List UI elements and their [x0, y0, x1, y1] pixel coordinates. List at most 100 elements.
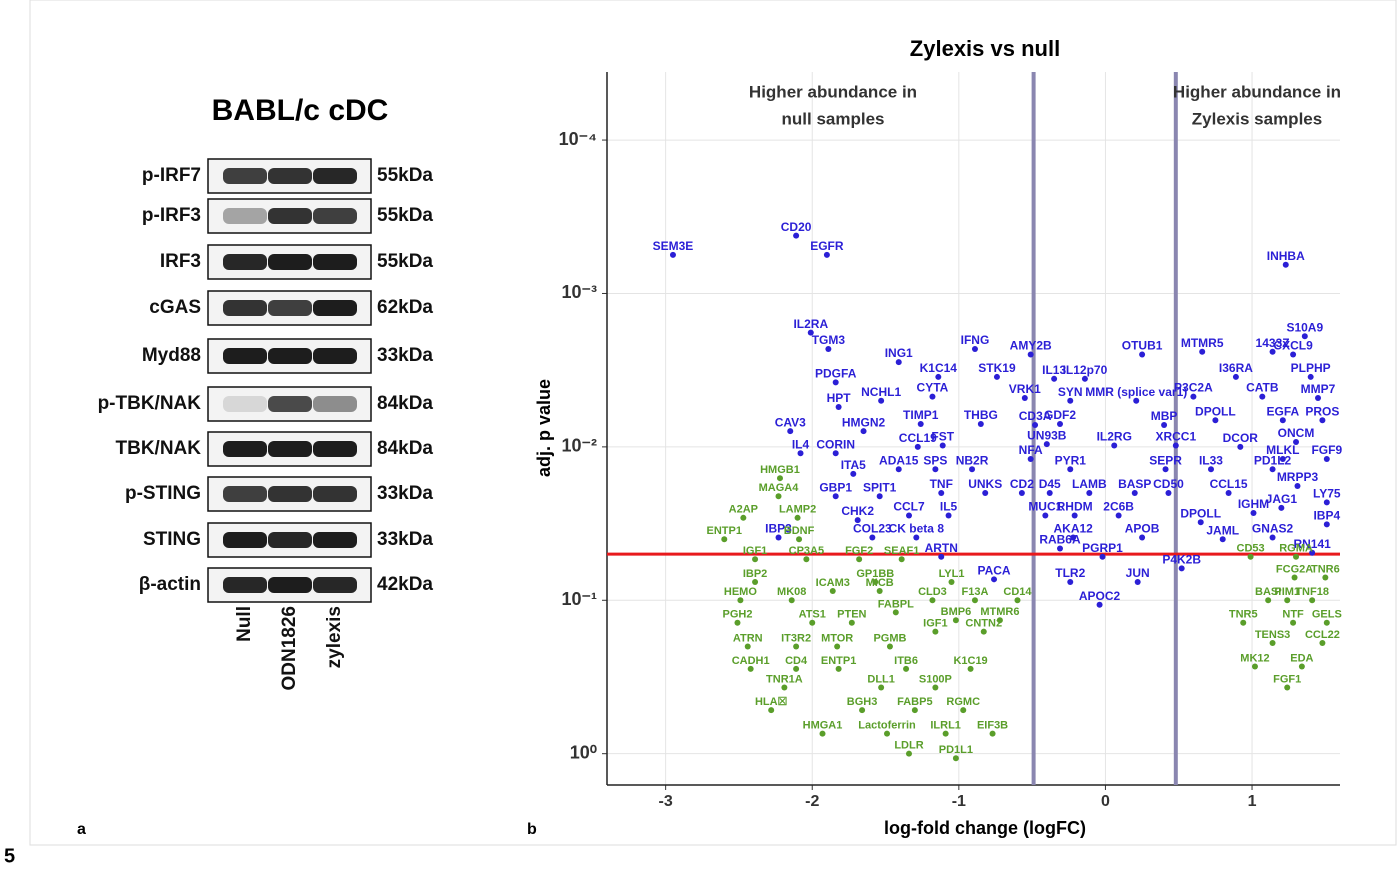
band [268, 532, 312, 548]
annotation: Higher abundance in [749, 82, 917, 101]
band [268, 577, 312, 593]
point-label: A2AP [729, 504, 758, 516]
point-label: CCL22 [1305, 629, 1340, 641]
point-label: ARTN [925, 541, 958, 555]
size-label: 42kDa [377, 574, 433, 595]
point-label: D45 [1039, 477, 1061, 491]
band [223, 532, 267, 548]
point-label: BDNF [784, 525, 815, 537]
point-label: THBG [964, 408, 998, 422]
point-label: PROS [1305, 404, 1339, 418]
size-label: 33kDa [377, 345, 433, 366]
row-label: p-IRF7 [142, 165, 201, 186]
point-label: UN93B [1027, 428, 1067, 442]
band [223, 348, 267, 364]
point-label: GELS [1312, 609, 1342, 621]
x-axis-title: log-fold change (logFC) [884, 818, 1086, 838]
y-tick-label: 10⁻³ [561, 282, 597, 302]
point-label: TIMP1 [903, 408, 939, 422]
point-label: IL12p70 [1063, 363, 1108, 377]
band [313, 486, 357, 502]
point-label: CCL7 [893, 500, 925, 514]
point-label: HLA☒ [755, 696, 788, 708]
point-label: HEMO [724, 586, 757, 598]
band [313, 168, 357, 184]
point-label: INHBA [1267, 249, 1305, 263]
point-label: EDA [1290, 652, 1313, 664]
point-label: MMR (splice var1) [1085, 385, 1187, 399]
band [313, 208, 357, 224]
band [313, 348, 357, 364]
point-label: HMGA1 [803, 720, 843, 732]
point-label: FCG2A [1276, 563, 1313, 575]
point-label: EIF3B [977, 720, 1008, 732]
point-label: APOB [1125, 522, 1160, 536]
point-label: MTMR6 [980, 606, 1019, 618]
point-label: P4K2B [1162, 553, 1201, 567]
point-label: ADA15 [879, 453, 919, 467]
point-label: CAV3 [775, 415, 806, 429]
point-label: PGMB [873, 632, 906, 644]
point-label: S10A9 [1286, 320, 1323, 334]
y-tick-label: 10⁻¹ [561, 589, 597, 609]
panel-label: b [527, 821, 537, 838]
point-label: IL2RA [793, 317, 828, 331]
point-label: CCL15 [1210, 477, 1248, 491]
point-label: CLD3 [918, 586, 947, 598]
point-label: MK08 [777, 586, 806, 598]
band [268, 168, 312, 184]
point-label: TGM3 [812, 333, 846, 347]
point-label: IL2RG [1097, 430, 1132, 444]
point-label: TLR2 [1055, 566, 1085, 580]
point-label: CD2 [1010, 477, 1034, 491]
point-label: CD20 [781, 220, 812, 234]
row-label: Myd88 [142, 345, 201, 366]
point-label: IBP4 [1313, 509, 1340, 523]
point-label: Lactoferrin [858, 720, 916, 732]
row-label: IRF3 [160, 251, 201, 272]
size-label: 84kDa [377, 393, 433, 414]
point-label: MBP [1151, 409, 1178, 423]
point-label: ITB6 [894, 655, 918, 667]
point-label: NFA [1019, 443, 1043, 457]
point-label: K1C19 [953, 655, 987, 667]
band [223, 577, 267, 593]
lane-label: zylexis [324, 606, 345, 668]
point-label: MMP7 [1301, 382, 1336, 396]
point-label: SEAF1 [884, 545, 919, 557]
point-label: EGFR [810, 239, 844, 253]
point-label: ICAM3 [816, 577, 850, 589]
point-label: JAG1 [1266, 492, 1298, 506]
point-label: P3C2A [1174, 381, 1213, 395]
point-label: TNF18 [1295, 586, 1329, 598]
point-label: CATB [1246, 381, 1279, 395]
band [268, 208, 312, 224]
point-label: MLKL [1266, 443, 1299, 457]
point-label: ONCM [1278, 426, 1315, 440]
point-label: PGRP1 [1082, 541, 1123, 555]
size-label: 55kDa [377, 251, 433, 272]
x-tick-label: 1 [1248, 793, 1257, 810]
point-label: IL5 [940, 500, 958, 514]
point-label: IGF1 [743, 545, 767, 557]
point-label: SPS [923, 453, 947, 467]
point-label: CNTN2 [965, 618, 1002, 630]
point-label: RGMC [946, 696, 980, 708]
point-label: CADH1 [732, 655, 770, 667]
point-label: IFNG [961, 333, 990, 347]
point-label: MICB [866, 577, 894, 589]
point-label: PACA [977, 563, 1010, 577]
point-label: GDF2 [1044, 408, 1076, 422]
point-label: IL33 [1199, 453, 1223, 467]
point-label: VRK1 [1009, 382, 1041, 396]
point-label: IGHM [1238, 497, 1269, 511]
x-tick-label: -1 [952, 793, 966, 810]
point-label: FGF1 [1273, 673, 1301, 685]
band [313, 577, 357, 593]
point-label: DPOLL [1195, 404, 1236, 418]
row-label: p-IRF3 [142, 205, 201, 226]
point-label: MRPP3 [1277, 470, 1319, 484]
point-label: CK beta 8 [889, 522, 945, 536]
point-label: JAML [1206, 523, 1239, 537]
row-label: p-STING [125, 483, 201, 504]
